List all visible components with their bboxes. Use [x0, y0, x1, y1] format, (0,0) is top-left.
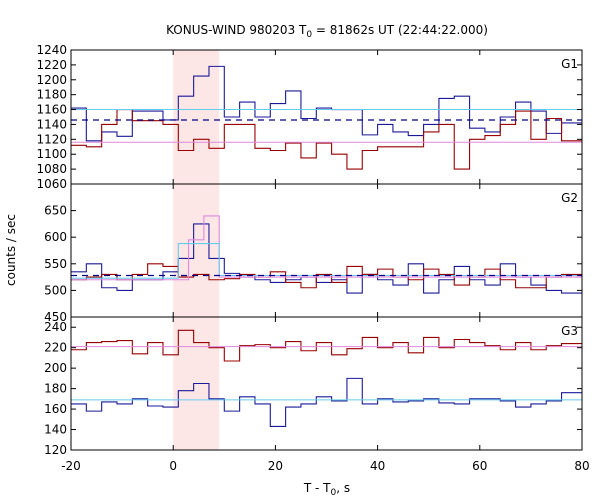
chart-title: KONUS-WIND 980203 T0 = 81862s UT (22:44:… — [166, 23, 488, 40]
highlight-band — [173, 184, 220, 317]
panel-plot-area — [71, 317, 582, 450]
y-tick-label: 200 — [44, 361, 67, 375]
x-axis-label: T - T0, s — [303, 481, 350, 498]
y-tick-label: 1100 — [36, 147, 67, 161]
panel-g2: 450 500 550 600 650 G2 — [44, 183, 583, 324]
panel-plot-area — [71, 184, 582, 317]
x-tick-label: 60 — [472, 459, 487, 473]
y-tick-label: 500 — [44, 283, 67, 297]
y-tick-label: 1060 — [36, 177, 67, 191]
series-blue-histogram — [71, 377, 582, 428]
y-tick-label: 1120 — [36, 132, 67, 146]
panel-g3: 120 140 160 180 200 220 240 G3 — [44, 316, 583, 457]
y-tick-label: 450 — [44, 310, 67, 324]
y-tick-label: 550 — [44, 257, 67, 271]
y-tick-label: 1240 — [36, 43, 67, 57]
y-tick-label: 220 — [44, 341, 67, 355]
x-tick-label: -20 — [61, 459, 81, 473]
y-tick-label: 180 — [44, 382, 67, 396]
series-blue-histogram — [71, 65, 582, 142]
y-tick-label: 120 — [44, 443, 67, 457]
y-tick-label: 1160 — [36, 103, 67, 117]
y-tick-label: 1140 — [36, 117, 67, 131]
y-tick-label: 1080 — [36, 162, 67, 176]
y-axis-label: counts / sec — [4, 214, 18, 286]
series-red-histogram — [71, 263, 582, 289]
x-tick-label: 20 — [268, 459, 283, 473]
y-tick-label: 140 — [44, 423, 67, 437]
panel-frame — [70, 316, 583, 451]
panel-g1: 1060108011001120114011601180120012201240… — [36, 43, 583, 191]
highlight-band — [173, 50, 220, 184]
panel-label: G3 — [561, 324, 578, 338]
panel-label: G2 — [561, 191, 578, 205]
y-tick-label: 160 — [44, 402, 67, 416]
panel-label: G1 — [561, 57, 578, 71]
x-tick-label: 40 — [370, 459, 385, 473]
y-tick-label: 600 — [44, 230, 67, 244]
panel-plot-area — [71, 50, 582, 184]
series-red-histogram — [71, 329, 582, 362]
y-tick-label: 1220 — [36, 58, 67, 72]
panels: 1060108011001120114011601180120012201240… — [36, 43, 589, 473]
series-red-histogram — [71, 109, 582, 170]
y-tick-label: 1200 — [36, 73, 67, 87]
series-blue-histogram — [71, 223, 582, 294]
y-tick-label: 240 — [44, 320, 67, 334]
panel-frame — [70, 183, 583, 318]
x-tick-label: 0 — [169, 459, 177, 473]
y-tick-label: 650 — [44, 204, 67, 218]
y-tick-label: 1180 — [36, 88, 67, 102]
x-tick-label: 80 — [574, 459, 589, 473]
